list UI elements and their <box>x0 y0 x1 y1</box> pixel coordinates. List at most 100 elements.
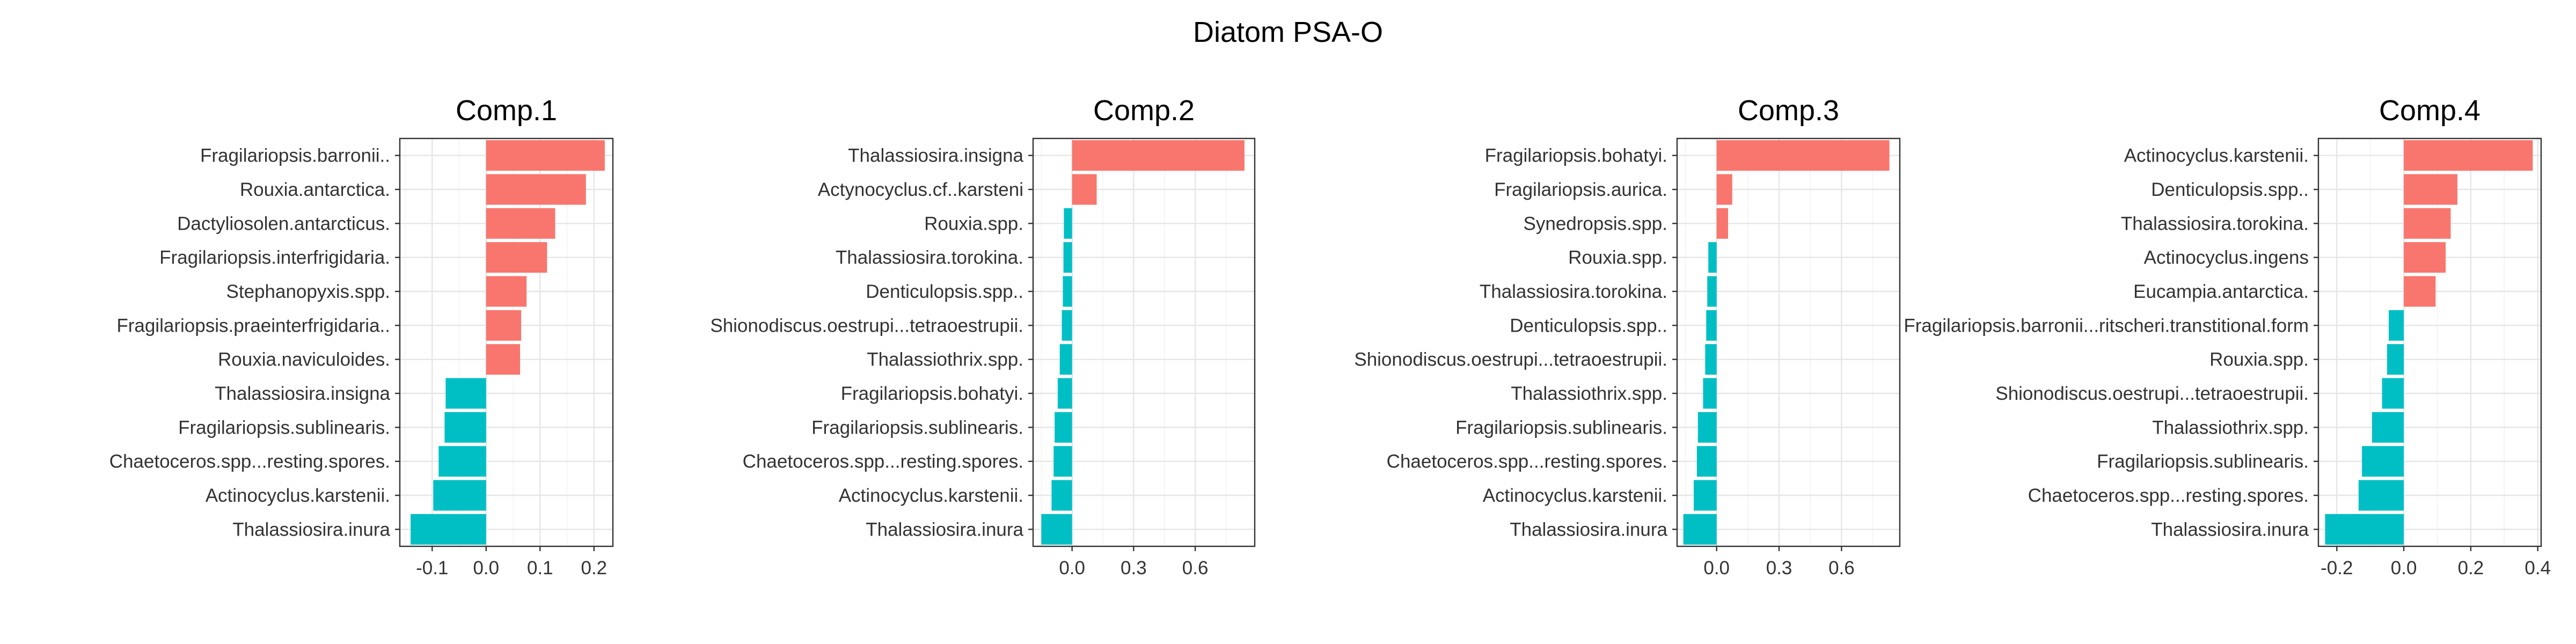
category-label: Denticulopsis.spp.. <box>866 281 1023 302</box>
bar <box>445 378 486 409</box>
bar <box>486 174 586 205</box>
bar <box>486 344 521 375</box>
category-label: Rouxia.spp. <box>1568 247 1667 268</box>
x-tick-label: 0.6 <box>1828 558 1855 579</box>
category-label: Actinocyclus.karstenii. <box>2124 145 2309 166</box>
category-label: Rouxia.naviculoides. <box>218 349 390 370</box>
bar <box>411 514 486 545</box>
x-tick-label: 0.0 <box>1059 558 1085 579</box>
category-label: Stephanopyxis.spp. <box>226 281 390 302</box>
bar <box>2389 310 2404 341</box>
panel-frame <box>1032 137 1256 547</box>
category-label: Chaetoceros.spp...resting.spores. <box>743 451 1023 472</box>
bar <box>2404 208 2451 239</box>
category-label: Fragilariopsis.bohatyi. <box>1485 145 1667 166</box>
category-label: Fragilariopsis.sublinearis. <box>811 417 1023 438</box>
bar <box>1053 446 1072 477</box>
bar <box>438 446 486 477</box>
x-tick-label: 0.3 <box>1121 558 1147 579</box>
x-tick-label: -0.2 <box>2321 558 2353 579</box>
x-tick-label: 0.0 <box>2391 558 2417 579</box>
panels: Comp.1 Fragilariopsis.barronii.. Rouxia.an… <box>109 94 2551 579</box>
category-label: Fragilariopsis.sublinearis. <box>1455 417 1667 438</box>
bar <box>1072 140 1245 171</box>
category-label: Actinocyclus.karstenii. <box>839 485 1023 506</box>
bar <box>1705 344 1717 375</box>
category-label: Shionodiscus.oestrupi...tetraoestrupii. <box>1995 383 2309 404</box>
category-label: Thalassiosira.torokina. <box>1480 281 1667 302</box>
bar <box>2404 276 2436 307</box>
bar <box>486 310 522 341</box>
bar <box>1072 174 1097 205</box>
panel-3: Comp.3 Fragilariopsis.bohatyi. Fragilariop… <box>1354 94 1901 579</box>
bar <box>486 140 605 171</box>
bar <box>1057 378 1072 409</box>
bar <box>1694 480 1717 511</box>
panel-2: Comp.2 Thalassiosira.insigna Actynocyclus.… <box>710 94 1256 579</box>
panel-title: Comp.2 <box>1093 94 1195 127</box>
category-label: Chaetoceros.spp...resting.spores. <box>2028 485 2309 506</box>
bar <box>1708 242 1717 273</box>
bar <box>2362 446 2404 477</box>
bar <box>1716 140 1890 171</box>
bar <box>433 480 486 511</box>
bar <box>1706 310 1717 341</box>
category-label: Actinocyclus.ingens <box>2144 247 2309 268</box>
category-label: Thalassiosira.insigna <box>848 145 1023 166</box>
category-label: Fragilariopsis.sublinearis. <box>2097 451 2309 472</box>
bar <box>1716 174 1732 205</box>
x-tick-label: 0.4 <box>2524 558 2551 579</box>
panel-frame <box>2317 137 2542 547</box>
category-label: Shionodiscus.oestrupi...tetraoestrupii. <box>1354 349 1667 370</box>
bar <box>486 276 527 307</box>
bar <box>1041 514 1072 545</box>
x-tick-label: 0.0 <box>1703 558 1730 579</box>
bar <box>1703 378 1717 409</box>
bar <box>2404 242 2446 273</box>
bar <box>2404 140 2533 171</box>
category-label: Fragilariopsis.bohatyi. <box>841 383 1023 404</box>
category-label: Thalassiosira.inura <box>866 519 1023 540</box>
x-tick-label: 0.2 <box>2458 558 2484 579</box>
x-tick-label: 0.2 <box>581 558 607 579</box>
category-label: Chaetoceros.spp...resting.spores. <box>1387 451 1667 472</box>
x-tick-label: -0.1 <box>416 558 448 579</box>
panel-frame <box>1676 137 1901 547</box>
panel-4: Comp.4 Actinocyclus.karstenii. Denticulops… <box>1904 94 2551 579</box>
category-label: Eucampia.antarctica. <box>2133 281 2309 302</box>
category-label: Thalassiothrix.spp. <box>1511 383 1667 404</box>
bar <box>1064 208 1072 239</box>
panel-title: Comp.3 <box>1738 94 1839 127</box>
bar <box>1697 412 1717 443</box>
bar <box>2382 378 2404 409</box>
bar <box>1707 276 1717 307</box>
bar <box>1059 344 1072 375</box>
panel-title: Comp.1 <box>456 94 557 127</box>
bar <box>1055 412 1072 443</box>
category-label: Chaetoceros.spp...resting.spores. <box>109 451 390 472</box>
category-label: Synedropsis.spp. <box>1524 213 1667 234</box>
bar <box>486 208 555 239</box>
category-label: Thalassiothrix.spp. <box>867 349 1023 370</box>
category-label: Thalassiosira.torokina. <box>2121 213 2309 234</box>
bar <box>1696 446 1717 477</box>
x-tick-label: 0.6 <box>1182 558 1209 579</box>
category-label: Fragilariopsis.interfrigidaria. <box>159 247 390 268</box>
category-label: Fragilariopsis.aurica. <box>1494 179 1667 200</box>
x-tick-label: 0.3 <box>1766 558 1792 579</box>
bar <box>1063 242 1072 273</box>
category-label: Denticulopsis.spp.. <box>1510 315 1667 336</box>
category-label: Shionodiscus.oestrupi...tetraoestrupii. <box>710 315 1023 336</box>
category-label: Thalassiosira.inura <box>1510 519 1667 540</box>
x-tick-label: 0.0 <box>473 558 499 579</box>
bar <box>486 242 547 273</box>
category-label: Actynocyclus.cf..karsteni <box>818 179 1023 200</box>
panel-1: Comp.1 Fragilariopsis.barronii.. Rouxia.an… <box>109 94 614 579</box>
x-tick-label: 0.1 <box>527 558 553 579</box>
bar <box>2325 514 2404 545</box>
category-label: Rouxia.antarctica. <box>240 179 390 200</box>
category-label: Actinocyclus.karstenii. <box>1483 485 1667 506</box>
figure-title: Diatom PSA-O <box>1193 16 1383 48</box>
category-label: Actinocyclus.karstenii. <box>206 485 390 506</box>
